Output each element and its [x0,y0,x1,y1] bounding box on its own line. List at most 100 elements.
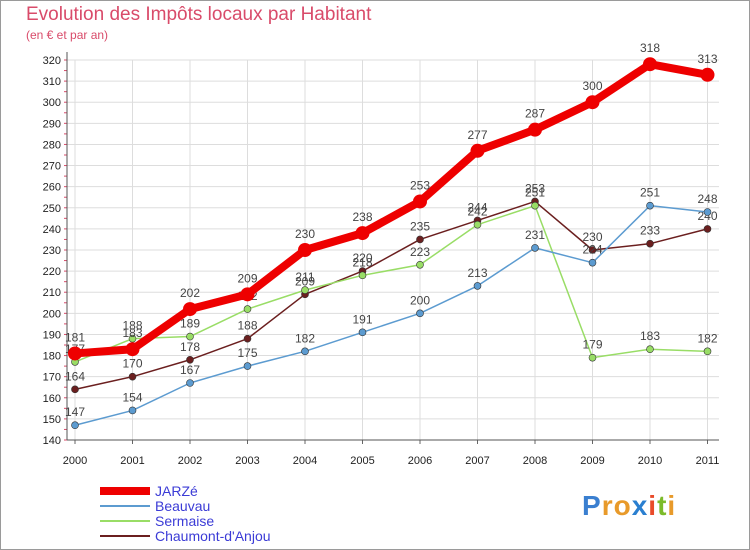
y-tick-label: 260 [43,182,61,194]
logo-letter: x [631,490,649,521]
y-tick-label: 160 [43,393,61,405]
data-label: 300 [582,79,602,93]
data-point [240,287,255,302]
data-point [128,372,137,381]
series-line-Chaumont-d'Anjou [74,200,709,391]
data-label: 182 [697,331,717,345]
data-point [358,271,367,280]
series-line-Sermaise [74,204,709,363]
data-label: 175 [237,346,257,360]
proxiti-logo: Proxiti [582,490,676,522]
logo-letter: o [613,490,632,521]
series-group: 1641701781882092202352442532302332401771… [65,41,718,430]
data-point [68,346,82,361]
data-label: 218 [352,255,372,269]
data-point [128,334,137,343]
data-point [243,362,252,370]
logo-letter: r [601,490,614,521]
data-point [358,328,367,337]
legend-label: Beauvau [155,498,210,514]
data-label: 164 [65,369,85,383]
data-point [585,95,600,110]
data-point [588,353,597,362]
data-point [531,201,539,210]
x-tick-label: 2004 [293,455,317,467]
y-tick-label: 150 [43,414,61,426]
y-tick-label: 250 [43,203,61,215]
data-point [243,305,252,313]
data-label: 200 [410,293,430,307]
data-label: 183 [122,326,142,340]
data-point [531,244,539,252]
x-tick-label: 2002 [178,455,202,467]
data-label: 248 [697,192,717,206]
data-point [643,57,657,72]
data-label: 233 [640,224,660,238]
data-point [355,226,370,241]
series-line-JARZé [71,60,712,358]
data-label: 240 [697,209,717,223]
x-tick-label: 2008 [523,455,547,467]
data-point [703,225,712,233]
logo-letter: i [648,490,658,521]
y-tick-label: 220 [43,266,61,278]
data-point [125,342,140,357]
x-tick-label: 2007 [465,455,489,467]
data-point [646,201,654,210]
data-label: 179 [582,338,602,352]
data-point [473,282,482,290]
data-point [470,143,485,158]
y-tick-label: 140 [43,435,61,447]
data-label: 235 [410,219,430,233]
data-label: 253 [410,178,430,192]
grid [67,59,719,441]
x-tick-label: 2000 [63,455,87,467]
data-label: 277 [467,128,487,142]
data-label: 182 [295,331,315,345]
data-label: 154 [122,390,142,404]
data-point [528,122,542,137]
data-label: 287 [525,107,545,121]
data-point [588,258,597,267]
data-label: 318 [640,41,660,55]
y-tick-label: 310 [43,76,61,88]
data-point [243,334,252,343]
data-label: 230 [582,230,602,244]
data-point [186,379,194,387]
data-label: 191 [352,312,372,326]
series-line-Beauvau [74,204,709,426]
legend-label: Chaumont-d'Anjou [155,528,271,544]
data-label: 251 [525,186,545,200]
data-point [416,260,424,269]
y-tick-label: 270 [43,161,61,173]
y-tick-label: 240 [43,224,61,236]
data-label: 223 [410,245,430,259]
y-tick-label: 230 [43,245,61,257]
logo-letter: i [667,490,677,521]
data-point [703,347,712,356]
x-tick-label: 2003 [235,455,259,467]
data-label: 147 [65,405,85,419]
data-point [703,208,712,216]
data-label: 211 [295,270,314,284]
y-tick-label: 190 [43,329,61,341]
data-label: 202 [180,286,200,300]
data-point [416,309,424,318]
data-label: 188 [237,319,257,333]
x-tick-label: 2005 [350,455,374,467]
data-label: 230 [295,227,315,241]
data-label: 251 [640,186,660,200]
x-tick-label: 2006 [408,455,432,467]
legend-label: JARZé [155,483,198,499]
data-label: 188 [122,319,142,333]
data-label: 181 [65,330,85,344]
x-tick-label: 2010 [638,455,662,467]
data-point [186,332,194,341]
data-point [298,243,312,257]
data-point [700,67,715,82]
data-label: 224 [582,243,602,257]
data-point [128,406,137,415]
data-label: 313 [697,52,717,66]
